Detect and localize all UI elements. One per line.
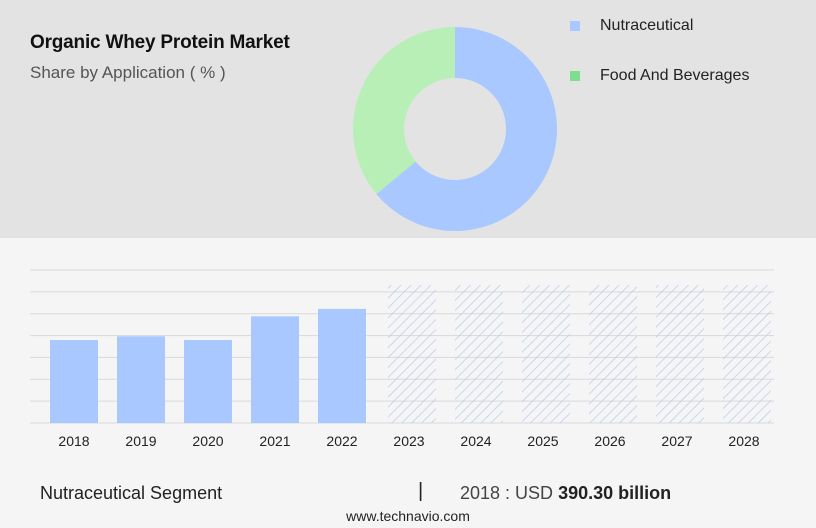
donut-chart [353, 27, 557, 232]
bar-2021 [251, 316, 299, 423]
legend-swatch-food-and-beverages [570, 71, 580, 81]
legend-item-nutraceutical: Nutraceutical [570, 14, 749, 38]
x-tick-label-2018: 2018 [58, 433, 89, 449]
footer-divider: | [418, 480, 424, 502]
legend-label-food-and-beverages: Food And Beverages [600, 67, 750, 84]
forecast-bar-2027 [656, 285, 704, 423]
x-tick-label-2022: 2022 [326, 433, 357, 449]
segment-value: 2018 : USD 390.30 billion [460, 483, 671, 504]
forecast-bar-2026 [589, 285, 637, 423]
forecast-bar-2028 [723, 285, 771, 423]
watermark: www.technavio.com [346, 508, 470, 524]
segment-label: Nutraceutical Segment [40, 483, 223, 503]
bar-chart: 2018 2019 2020 2021 2022 2023 2024 2025 2026 2027… [30, 269, 774, 449]
x-tick-label-2020: 2020 [192, 433, 223, 449]
x-tick-label-2024: 2024 [460, 433, 491, 449]
forecast-bar-2023 [388, 285, 436, 423]
x-tick-label-2021: 2021 [259, 433, 290, 449]
legend-swatch-nutraceutical [570, 21, 580, 31]
segment-year-label: 2018 : USD [460, 483, 554, 503]
bar-2019 [117, 336, 165, 423]
legend: Nutraceutical Food And Beverages [570, 14, 749, 114]
donut-slice-nutraceutical [376, 27, 557, 232]
segment-value-amount: 390.30 billion [558, 483, 672, 503]
bar-2020 [184, 340, 232, 423]
x-tick-label-2028: 2028 [728, 433, 759, 449]
legend-label-nutraceutical: Nutraceutical [600, 17, 694, 34]
chart-subtitle: Share by Application ( % ) [30, 63, 226, 82]
donut-slice-food-and-beverages [353, 27, 455, 195]
forecast-bar-2024 [455, 285, 503, 423]
x-tick-label-2025: 2025 [527, 433, 558, 449]
x-tick-label-2027: 2027 [661, 433, 692, 449]
bar-2018 [50, 340, 98, 423]
x-tick-label-2019: 2019 [125, 433, 156, 449]
x-tick-label-2023: 2023 [393, 433, 424, 449]
chart-title: Organic Whey Protein Market [30, 32, 290, 53]
forecast-bar-2025 [522, 285, 570, 423]
bar-2022 [318, 308, 366, 423]
x-tick-label-2026: 2026 [594, 433, 625, 449]
legend-item-food-and-beverages: Food And Beverages [570, 64, 749, 88]
